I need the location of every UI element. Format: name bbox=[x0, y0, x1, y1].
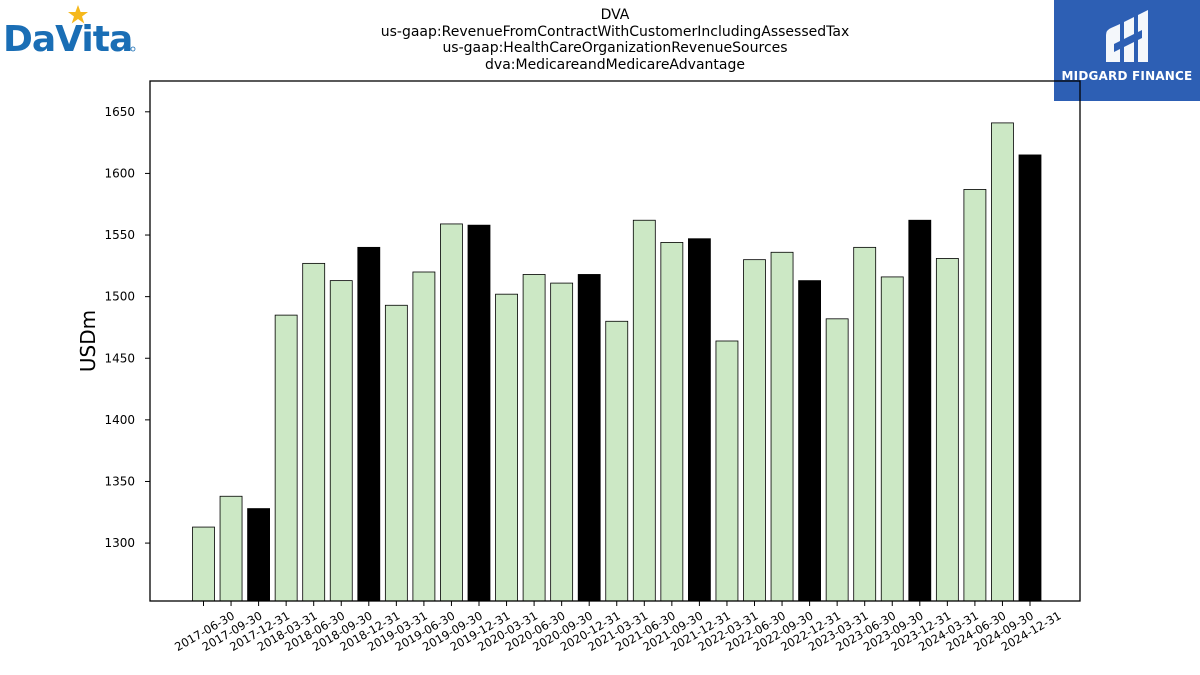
bar bbox=[770, 251, 794, 602]
davita-logo-graphic: DaVita bbox=[3, 5, 136, 60]
y-tick-label: 1300 bbox=[104, 536, 135, 550]
bar bbox=[495, 293, 518, 602]
bar bbox=[963, 189, 987, 602]
bar bbox=[908, 219, 932, 602]
registered-mark bbox=[130, 46, 136, 52]
bar bbox=[412, 271, 436, 602]
bar bbox=[357, 246, 381, 602]
bar bbox=[219, 495, 243, 602]
midgard-finance-logo: MIDGARD FINANCE bbox=[1054, 0, 1200, 101]
bar bbox=[880, 276, 904, 602]
title-line-concept-2: us-gaap:HealthCareOrganizationRevenueSou… bbox=[442, 40, 788, 56]
y-axis-label: USDm bbox=[76, 310, 100, 372]
bar bbox=[274, 314, 298, 602]
title-line-concept-3: dva:MedicareandMedicareAdvantage bbox=[485, 56, 745, 73]
bar bbox=[384, 304, 408, 602]
bar bbox=[935, 258, 959, 602]
title-line-concept-1: us-gaap:RevenueFromContractWithCustomerI… bbox=[380, 23, 850, 40]
bar bbox=[743, 259, 766, 602]
bar bbox=[192, 526, 215, 602]
star-icon bbox=[68, 5, 88, 24]
midgard-brand-text: MIDGARD FINANCE bbox=[1061, 69, 1193, 83]
midgard-m-icon bbox=[1106, 10, 1148, 62]
davita-logo: DaVita bbox=[0, 0, 140, 60]
bar bbox=[577, 274, 601, 602]
bar bbox=[825, 318, 849, 602]
bar bbox=[605, 320, 629, 602]
bar bbox=[853, 246, 877, 602]
title-line-ticker: DVA bbox=[600, 7, 630, 23]
chart-title: DVA us-gaap:RevenueFromContractWithCusto… bbox=[300, 7, 930, 73]
y-tick-label: 1350 bbox=[104, 474, 135, 488]
bar bbox=[302, 262, 326, 602]
bar bbox=[247, 508, 271, 602]
bar bbox=[991, 122, 1014, 602]
bar bbox=[440, 223, 463, 602]
bar bbox=[522, 274, 546, 602]
y-tick-label: 1400 bbox=[104, 413, 135, 427]
y-tick-label: 1650 bbox=[104, 105, 135, 119]
davita-wordmark: DaVita bbox=[3, 19, 132, 60]
y-tick-label: 1550 bbox=[104, 228, 135, 242]
bar bbox=[798, 280, 821, 602]
y-tick-label: 1450 bbox=[104, 351, 135, 365]
bar bbox=[632, 219, 656, 602]
bar bbox=[550, 282, 574, 602]
plot-frame bbox=[149, 80, 1081, 602]
bar bbox=[688, 238, 711, 602]
bar bbox=[1018, 154, 1042, 602]
bar bbox=[467, 224, 491, 602]
bar bbox=[715, 340, 739, 602]
bar bbox=[329, 280, 353, 602]
y-tick-label: 1600 bbox=[104, 166, 135, 180]
y-tick-label: 1500 bbox=[104, 290, 135, 304]
bar bbox=[660, 242, 684, 602]
